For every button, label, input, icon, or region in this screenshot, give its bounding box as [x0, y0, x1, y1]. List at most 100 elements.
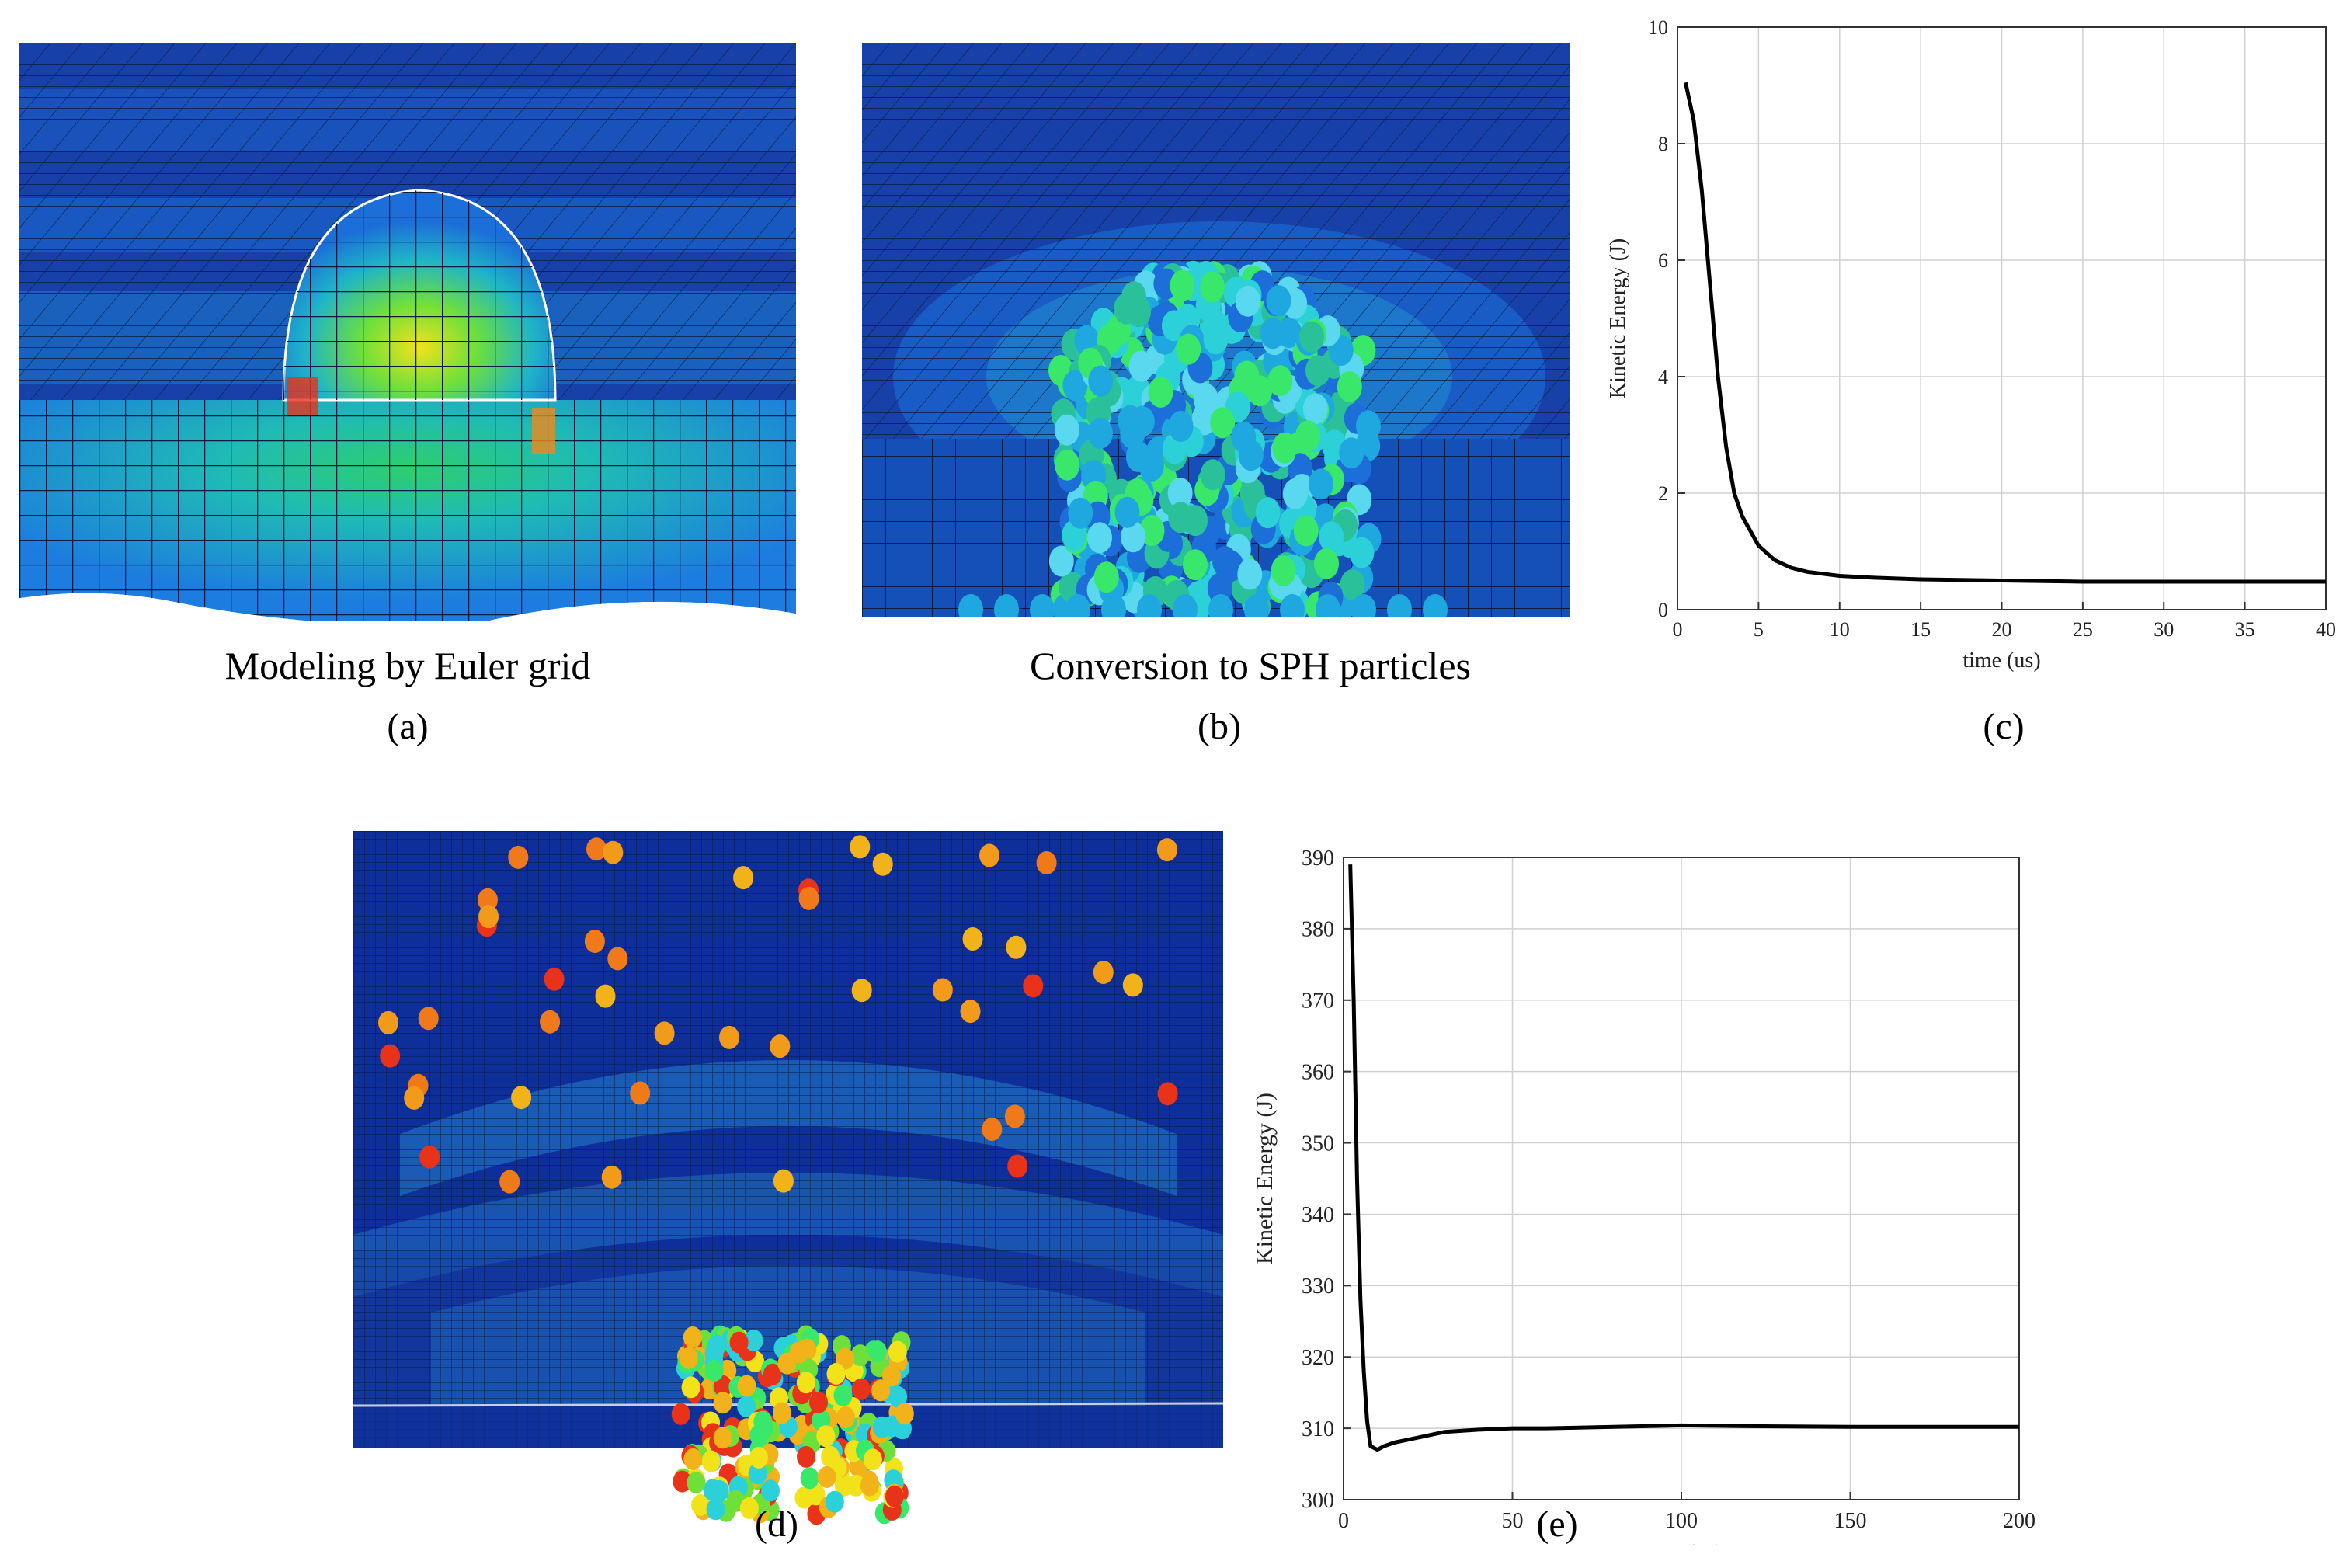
debris-particle: [962, 927, 983, 951]
debris-particle: [378, 1010, 398, 1034]
debris-particle: [850, 835, 871, 859]
x-tick-label: 50: [1502, 1509, 1524, 1533]
debris-particle: [1006, 935, 1027, 959]
sph-particle: [744, 1330, 763, 1352]
sph-particle: [882, 1365, 901, 1387]
panel-e-label: (e): [1536, 1504, 1578, 1545]
sph-particle: [800, 1467, 819, 1490]
y-tick-label: 370: [1302, 989, 1334, 1013]
debris-particle: [1093, 961, 1114, 984]
sph-particle: [1280, 594, 1305, 617]
sph-particle: [850, 1344, 870, 1367]
sph-particle: [863, 1448, 882, 1471]
sph-particle: [1316, 594, 1340, 617]
sph-particle: [789, 1341, 808, 1364]
debris-particle: [1036, 851, 1057, 874]
x-tick-label: 0: [1338, 1509, 1349, 1533]
sph-particle: [817, 1466, 836, 1488]
sph-particle: [1148, 376, 1173, 408]
panel-b-caption: Conversion to SPH particles: [1029, 644, 1472, 687]
y-tick-label: 4: [1658, 366, 1668, 388]
sph-particle: [753, 1410, 773, 1433]
y-tick-label: 380: [1302, 918, 1334, 942]
sph-particle: [816, 1425, 836, 1448]
sph-particle: [1062, 370, 1088, 402]
y-tick-label: 390: [1302, 847, 1334, 871]
sph-particle: [871, 1379, 891, 1402]
y-tick-label: 350: [1302, 1132, 1334, 1156]
sph-particle: [671, 1403, 690, 1425]
sph-particle: [1128, 350, 1154, 382]
sph-particle: [1314, 548, 1339, 579]
debris-particle: [1156, 838, 1177, 862]
x-tick-label: 0: [1673, 618, 1683, 641]
sph-particle: [1093, 561, 1119, 593]
sph-particle: [691, 1493, 711, 1516]
sph-particle: [888, 1385, 908, 1408]
sph-particle: [809, 1391, 828, 1413]
debris-particle: [1122, 973, 1143, 997]
sph-particle: [1170, 269, 1195, 301]
sph-particle: [737, 1396, 756, 1418]
x-tick-label: 35: [2235, 618, 2255, 641]
sph-particle: [772, 1402, 791, 1424]
debris-particle: [1007, 1154, 1028, 1178]
sph-particle: [1340, 569, 1365, 600]
sph-particle: [729, 1331, 749, 1354]
x-tick-label: 30: [2154, 618, 2174, 641]
y-axis-label: Kinetic Energy (J): [1252, 1093, 1278, 1264]
x-axis-label: time (us): [1639, 1540, 1723, 1545]
sph-particle: [673, 1470, 692, 1493]
x-tick-label: 25: [2073, 618, 2093, 641]
debris-particle: [979, 843, 999, 867]
sph-particle: [851, 1378, 871, 1400]
sph-particle: [885, 1485, 904, 1507]
sph-particle: [1351, 594, 1376, 617]
sph-particle: [1255, 497, 1281, 529]
debris-particle: [404, 1086, 425, 1110]
sph-particle: [1048, 545, 1074, 577]
sph-particle: [1068, 497, 1093, 529]
sph-particle: [833, 1384, 853, 1406]
sph-particle: [1337, 371, 1362, 402]
sph-particle: [860, 1474, 879, 1497]
debris-particle: [419, 1145, 440, 1169]
sph-particle: [1183, 549, 1208, 581]
debris-particle: [719, 1025, 739, 1049]
sph-particle: [1293, 515, 1319, 547]
sph-particle: [1282, 478, 1308, 509]
sph-particle: [1030, 594, 1055, 617]
debris-particle: [1023, 974, 1044, 998]
sph-particle: [737, 1375, 756, 1397]
panel-d-label: (d): [755, 1504, 798, 1545]
sph-particle: [796, 1372, 815, 1394]
chart-c: 0 5 10 15 20 25 30 35 40 0 2 4 6 8 10 time (us) Kinetic …: [1606, 16, 2336, 673]
debris-particle: [544, 967, 565, 991]
panel-a-caption: Modeling by Euler grid: [224, 644, 591, 687]
sph-particle: [836, 1347, 855, 1370]
sph-particle: [1244, 594, 1269, 617]
sph-particle: [1137, 594, 1162, 617]
sph-particle: [826, 1363, 846, 1385]
panel-b-image: [862, 43, 1570, 617]
debris-particle: [478, 905, 499, 929]
sph-particle: [1271, 555, 1296, 587]
sph-particle: [1168, 411, 1194, 442]
sph-particle: [1200, 271, 1225, 303]
debris-particle: [499, 1170, 520, 1194]
sph-particle: [1101, 594, 1126, 617]
sph-particle: [1210, 407, 1236, 439]
x-tick-label: 150: [1834, 1509, 1867, 1533]
sph-particle: [1267, 365, 1293, 397]
debris-particle: [798, 886, 819, 910]
sph-particle: [867, 1340, 887, 1363]
y-tick-label: 8: [1658, 133, 1668, 155]
sph-particle: [680, 1347, 698, 1369]
x-tick-label: 10: [1830, 618, 1850, 641]
sph-particle: [821, 1445, 840, 1468]
sph-particle: [681, 1376, 700, 1399]
y-tick-label: 2: [1658, 482, 1668, 505]
panel-d-image: [353, 831, 1223, 1530]
debris-particle: [654, 1021, 675, 1045]
sph-particle: [1339, 437, 1364, 469]
